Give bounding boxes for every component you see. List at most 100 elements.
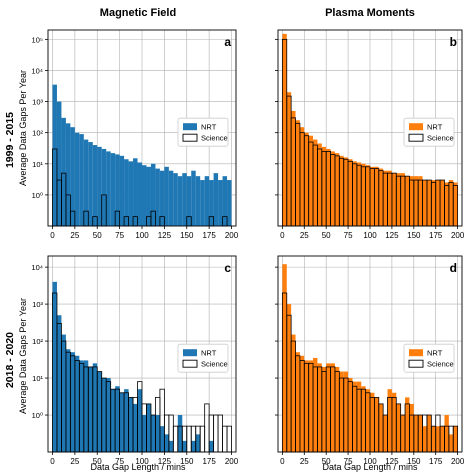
panel-d: 0 25 50 75 100 125 150 175 200 d NRT Science — [275, 255, 465, 466]
x-tick-label: 50 — [93, 457, 102, 466]
bar-nrt — [106, 378, 111, 452]
bar-nrt — [159, 426, 165, 452]
bar-nrt — [101, 378, 107, 452]
x-tick-label: 175 — [202, 231, 216, 240]
row-label-years-top: 1999 - 2015 — [4, 112, 16, 168]
bar-nrt — [177, 415, 183, 452]
x-tick-label: 150 — [180, 231, 194, 240]
bar-nrt — [352, 161, 357, 226]
bar-nrt — [182, 440, 187, 452]
panel-c: 0 25 50 75 100 125 150 175 200 10⁰ 10¹ 10² 10³ 10⁴ c NR… — [31, 255, 239, 466]
x-tick-label: 125 — [158, 457, 172, 466]
bar-nrt — [295, 352, 300, 452]
bar-nrt — [391, 392, 397, 452]
bar-nrt — [282, 264, 287, 452]
y-tick-label: 10⁴ — [31, 66, 43, 75]
bar-nrt — [209, 180, 214, 226]
bar-nrt — [356, 381, 362, 452]
bar-nrt — [227, 180, 232, 226]
bar-nrt — [142, 415, 147, 452]
x-tick-label: 200 — [225, 457, 239, 466]
bar-nrt — [146, 166, 151, 226]
x-tick-label: 100 — [135, 457, 149, 466]
bar-nrt — [378, 168, 384, 226]
bar-nrt — [321, 366, 327, 452]
bar-nrt — [356, 162, 362, 226]
bar-nrt — [70, 127, 75, 226]
bar-nrt — [409, 403, 414, 452]
legend-label-science: Science — [427, 134, 454, 143]
bar-nrt — [164, 434, 169, 452]
bar-nrt — [52, 281, 57, 452]
bar-nrt — [330, 151, 335, 226]
legend-swatch-science — [182, 359, 198, 368]
bar-nrt — [361, 163, 366, 226]
legend-label-nrt: NRT — [201, 123, 217, 132]
bar-nrt — [448, 180, 454, 226]
x-tick-label: 0 — [50, 457, 55, 466]
bar-nrt — [330, 363, 335, 452]
x-tick-label: 150 — [407, 457, 421, 466]
bar-nrt — [173, 173, 178, 226]
bar-nrt — [286, 304, 292, 452]
bar-nrt — [453, 182, 458, 226]
bar-nrt — [70, 352, 75, 452]
bar-nrt — [435, 426, 441, 452]
column-title-plasma-moments: Plasma Moments — [325, 7, 415, 19]
bar-nrt — [286, 92, 292, 226]
bar-nrt — [374, 166, 379, 226]
bar-nrt — [83, 360, 89, 452]
bar-nrt — [150, 163, 156, 226]
bar-nrt — [222, 176, 228, 226]
bar-nrt — [133, 403, 138, 452]
bar-nrt — [291, 334, 296, 452]
bar-nrt — [209, 440, 214, 452]
bar-nrt — [97, 146, 102, 226]
bar-nrt — [191, 170, 196, 226]
bar-nrt — [400, 173, 406, 226]
bar-nrt — [128, 397, 134, 452]
bar-nrt — [304, 132, 309, 226]
bar-nrt — [334, 366, 340, 452]
bar-nrt — [204, 176, 210, 226]
y-axis-label-top: Average Data Gaps Per Year — [18, 70, 28, 186]
bar-nrt — [365, 165, 370, 226]
y-tick-label: 10³ — [32, 98, 43, 107]
bar-nrt — [435, 180, 441, 226]
bar-nrt — [422, 426, 427, 452]
legend-swatch-science — [182, 133, 198, 142]
bar-nrt — [326, 363, 331, 452]
bar-nrt — [313, 139, 318, 226]
bar-nrt — [326, 148, 331, 226]
bar-nrt — [65, 123, 71, 226]
bar-nrt — [124, 389, 129, 452]
panel-letter: c — [224, 261, 231, 275]
x-tick-label: 125 — [385, 231, 399, 240]
x-tick-label: 200 — [451, 231, 465, 240]
bar-nrt — [426, 415, 432, 452]
x-tick-label: 125 — [158, 231, 172, 240]
bar-nrt — [348, 159, 353, 226]
bar-nrt — [110, 389, 116, 452]
bar-nrt — [378, 403, 384, 452]
legend-swatch-nrt — [409, 349, 423, 357]
bar-nrt — [282, 33, 287, 226]
bar-nrt — [79, 134, 84, 226]
bar-nrt — [97, 371, 102, 452]
bar-nrt — [418, 415, 423, 452]
bar-nrt — [431, 426, 436, 452]
bar-nrt — [365, 389, 370, 452]
x-tick-label: 0 — [280, 231, 285, 240]
panel-letter: b — [450, 35, 457, 49]
x-tick-label: 200 — [225, 231, 239, 240]
x-tick-label: 125 — [385, 457, 399, 466]
bar-nrt — [409, 176, 414, 226]
bar-nrt — [133, 158, 138, 226]
bar-nrt — [150, 415, 156, 452]
y-tick-label: 10⁵ — [32, 35, 43, 44]
bar-nrt — [383, 415, 388, 452]
bar-nrt — [164, 166, 169, 226]
y-tick-label: 10⁴ — [31, 263, 43, 272]
x-tick-label: 25 — [70, 457, 79, 466]
bar-nrt — [155, 415, 160, 452]
